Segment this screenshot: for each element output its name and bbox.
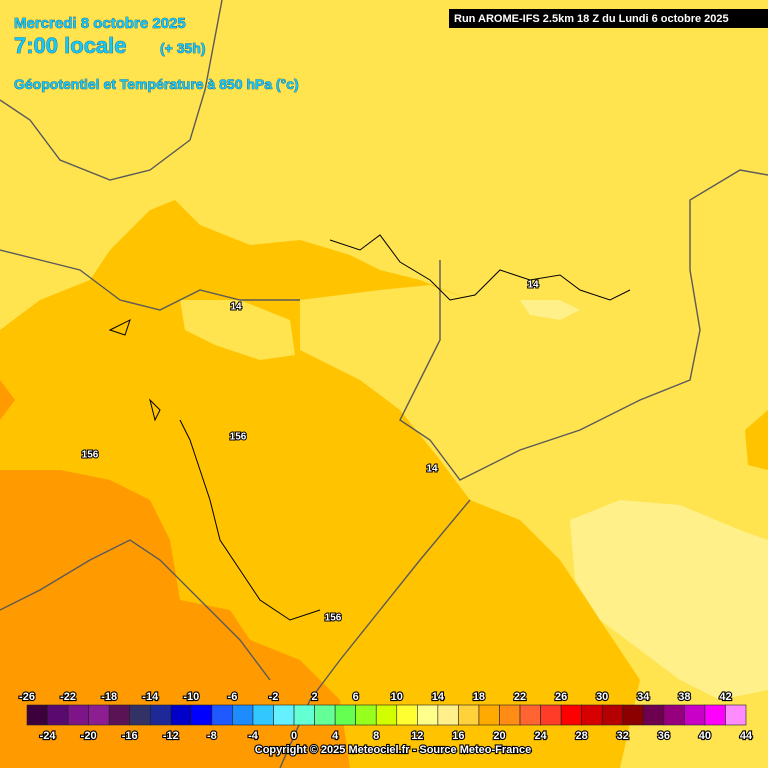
colorbar-label: -22 xyxy=(60,691,76,703)
colorbar-label: 40 xyxy=(699,730,711,742)
temperature-zone xyxy=(180,300,295,360)
colorbar-label: 38 xyxy=(678,691,690,703)
colorbar-box xyxy=(375,704,398,726)
colorbar-label: -24 xyxy=(40,730,57,742)
colorbar-label: 22 xyxy=(514,691,526,703)
lead-time: (+ 35h) xyxy=(160,40,206,56)
colorbar-box xyxy=(663,704,685,726)
colorbar-label: 20 xyxy=(493,730,505,742)
colorbar-box xyxy=(684,704,706,726)
colorbar-box xyxy=(601,704,624,726)
colorbar-label: 42 xyxy=(719,691,731,703)
colorbar: -26-24-22-20-18-16-14-12-10-8-6-4-202468… xyxy=(18,690,754,743)
colorbar-label: 32 xyxy=(617,730,629,742)
colorbar-box xyxy=(478,704,500,726)
colorbar-box xyxy=(47,704,69,726)
colorbar-label: 18 xyxy=(473,691,485,703)
time: 7:00 locale xyxy=(14,33,127,58)
colorbar-label: -12 xyxy=(163,730,179,742)
colorbar-box xyxy=(581,704,603,726)
colorbar-label: 28 xyxy=(576,730,588,742)
colorbar-box xyxy=(355,704,377,726)
colorbar-box xyxy=(334,704,356,726)
colorbar-label: 30 xyxy=(596,691,608,703)
colorbar-label: 36 xyxy=(658,730,670,742)
colorbar-box xyxy=(293,704,315,726)
colorbar-label: 4 xyxy=(332,730,339,742)
border-line xyxy=(0,0,223,181)
colorbar-label: 34 xyxy=(637,691,650,703)
colorbar-label: 24 xyxy=(534,730,547,742)
colorbar-label: -4 xyxy=(248,730,259,742)
colorbar-label: -26 xyxy=(19,691,35,703)
coast-line xyxy=(329,234,631,301)
coast-line xyxy=(108,319,321,621)
colorbar-label: -8 xyxy=(207,730,217,742)
copyright: Copyright © 2025 Meteociel.fr - Source M… xyxy=(255,744,531,756)
colorbar-label: -14 xyxy=(142,691,159,703)
colorbar-label: 16 xyxy=(452,730,464,742)
contour-label: 14 xyxy=(426,464,438,475)
colorbar-label: -2 xyxy=(269,691,279,703)
colorbar-box xyxy=(540,704,562,726)
colorbar-label: -20 xyxy=(81,730,97,742)
colorbar-box xyxy=(499,704,521,726)
colorbar-box xyxy=(273,704,295,726)
run-box xyxy=(449,9,768,28)
date: Mercredi 8 octobre 2025 xyxy=(14,15,186,32)
colorbar-label: -16 xyxy=(122,730,138,742)
colorbar-box xyxy=(149,704,172,726)
contour-label: 14 xyxy=(230,302,242,313)
colorbar-label: 10 xyxy=(391,691,403,703)
colorbar-box xyxy=(560,704,582,726)
colorbar-label: 44 xyxy=(740,730,753,742)
colorbar-box xyxy=(108,704,131,726)
colorbar-box xyxy=(129,704,151,726)
colorbar-box xyxy=(191,704,213,726)
colorbar-label: 8 xyxy=(373,730,379,742)
contour-label: 14 xyxy=(527,280,539,291)
colorbar-label: -6 xyxy=(228,691,238,703)
colorbar-label: 0 xyxy=(291,730,297,742)
border-line xyxy=(0,539,271,681)
colorbar-box xyxy=(704,704,726,726)
contour-label: 156 xyxy=(325,613,342,624)
colorbar-box xyxy=(88,704,110,726)
colorbar-label: 2 xyxy=(312,691,318,703)
colorbar-label: 26 xyxy=(555,691,567,703)
contour-label: 156 xyxy=(82,450,99,461)
colorbar-box xyxy=(725,704,747,726)
colorbar-label: 12 xyxy=(411,730,423,742)
colorbar-box xyxy=(437,704,459,726)
colorbar-box xyxy=(211,704,233,726)
colorbar-box xyxy=(170,704,192,726)
colorbar-box xyxy=(67,704,89,726)
temperature-zone xyxy=(520,300,768,700)
colorbar-box xyxy=(252,704,274,726)
colorbar-box xyxy=(314,704,336,726)
run-info: Run AROME-IFS 2.5km 18 Z du Lundi 6 octo… xyxy=(454,13,729,25)
colorbar-label: 14 xyxy=(432,691,445,703)
colorbar-label: -10 xyxy=(183,691,199,703)
colorbar-box xyxy=(417,704,439,726)
parameter: Géopotentiel et Température à 850 hPa (°… xyxy=(14,76,299,92)
colorbar-box xyxy=(642,704,665,726)
contour-label: 156 xyxy=(230,432,247,443)
colorbar-box xyxy=(396,704,418,726)
colorbar-box xyxy=(458,704,480,726)
colorbar-label: 6 xyxy=(353,691,359,703)
colorbar-label: -18 xyxy=(101,691,117,703)
border-line xyxy=(0,249,300,311)
temperature-zone xyxy=(745,410,768,470)
colorbar-box xyxy=(26,704,48,726)
colorbar-box xyxy=(622,704,644,726)
border-line xyxy=(399,169,768,481)
colorbar-box xyxy=(232,704,254,726)
colorbar-box xyxy=(519,704,541,726)
